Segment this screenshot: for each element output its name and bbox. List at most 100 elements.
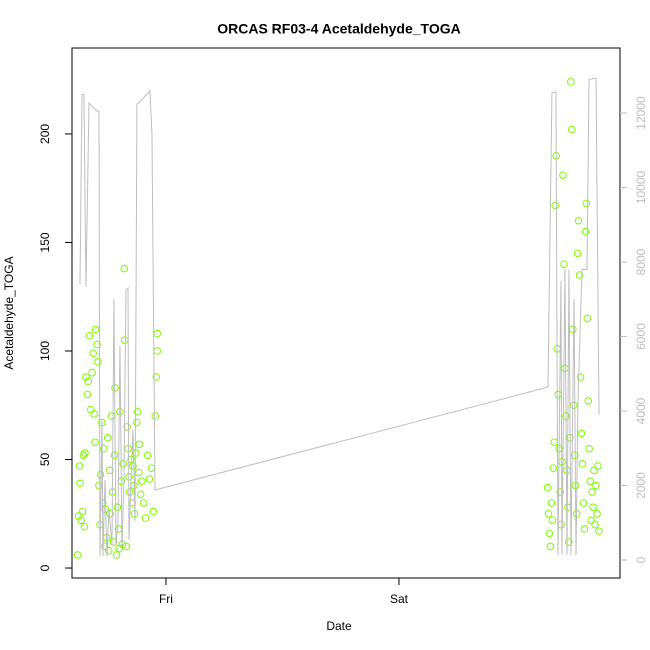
data-point [548, 516, 557, 525]
data-point [574, 216, 583, 225]
data-point [591, 520, 599, 529]
y-axis-label: Acetaldehyde_TOGA [2, 256, 16, 369]
data-point [82, 373, 90, 381]
data-point [575, 271, 584, 279]
data-point [133, 418, 141, 427]
data-point [77, 516, 85, 525]
data-point [136, 490, 145, 499]
y2-tick-label: 4000 [634, 397, 648, 424]
data-point [567, 125, 576, 134]
data-point [593, 509, 601, 518]
data-point [139, 499, 148, 507]
data-point [89, 349, 97, 357]
data-point [586, 477, 594, 486]
data-point [122, 542, 130, 551]
y-tick-label: 50 [38, 453, 52, 467]
data-point [124, 444, 132, 453]
y2-tick-label: 0 [634, 556, 648, 563]
data-point [145, 475, 154, 483]
data-point [90, 410, 98, 418]
data-point [585, 444, 594, 453]
data-point [149, 507, 158, 516]
data-point [137, 477, 146, 486]
data-point [547, 499, 556, 507]
data-point [152, 373, 161, 381]
data-point [88, 368, 96, 377]
data-point [76, 479, 84, 488]
data-point [80, 522, 89, 531]
data-point [116, 407, 124, 416]
data-point [135, 440, 144, 449]
data-point [556, 488, 564, 496]
data-point [588, 488, 596, 496]
y2-tick-label: 8000 [634, 248, 648, 275]
data-point [110, 451, 119, 459]
data-point [109, 538, 118, 546]
data-point [104, 546, 113, 555]
data-point [79, 451, 88, 459]
data-point [129, 462, 137, 470]
data-point [123, 423, 131, 431]
data-point [570, 451, 579, 459]
data-point [73, 551, 82, 559]
data-point [573, 249, 582, 258]
y2-tick-label: 12000 [634, 96, 648, 130]
data-point [83, 390, 92, 399]
data-point [94, 358, 102, 366]
data-point [100, 444, 108, 453]
data-point [576, 373, 585, 381]
plot-frame [71, 47, 621, 579]
data-point [91, 438, 99, 446]
data-point [578, 460, 587, 468]
data-point [594, 462, 602, 470]
data-point [106, 509, 114, 518]
data-point [582, 199, 591, 208]
chart-title: ORCAS RF03-4 Acetaldehyde_TOGA [217, 21, 461, 37]
data-point [81, 449, 89, 457]
data-point [103, 433, 112, 442]
y-tick-label: 0 [38, 564, 52, 571]
data-point [141, 514, 150, 522]
y-tick-label: 100 [38, 341, 52, 361]
data-point [584, 397, 593, 405]
data-point [96, 470, 105, 479]
data-point [595, 527, 603, 535]
y2-tick-label: 6000 [634, 323, 648, 350]
data-point [577, 429, 586, 438]
data-point [592, 481, 600, 490]
data-point [560, 260, 568, 268]
data-point [101, 542, 109, 551]
data-point [590, 466, 598, 475]
data-point [125, 488, 134, 496]
y2-tick-label: 2000 [634, 472, 648, 499]
y-tick-label: 150 [38, 232, 52, 252]
data-point [559, 171, 567, 179]
data-point [113, 503, 122, 512]
x-tick-label: Fri [159, 592, 173, 606]
data-point [551, 201, 560, 210]
data-point [134, 407, 142, 416]
data-point [143, 451, 152, 459]
data-point [580, 525, 589, 533]
data-point [579, 499, 588, 507]
data-point [112, 551, 121, 559]
data-point [78, 507, 87, 516]
y2-tick-label: 10000 [634, 170, 648, 204]
data-point [549, 464, 558, 472]
data-point [85, 331, 94, 340]
data-point [132, 449, 140, 457]
data-point [120, 264, 129, 273]
data-point [84, 377, 93, 386]
data-point [151, 412, 160, 420]
x-axis-label: Date [326, 619, 352, 633]
data-point [587, 516, 595, 525]
data-point [581, 227, 590, 236]
data-point [91, 325, 100, 334]
data-point [589, 503, 597, 512]
data-point [75, 462, 84, 470]
data-point [546, 542, 555, 551]
data-point [566, 78, 575, 86]
x-tick-label: Sat [390, 592, 409, 606]
